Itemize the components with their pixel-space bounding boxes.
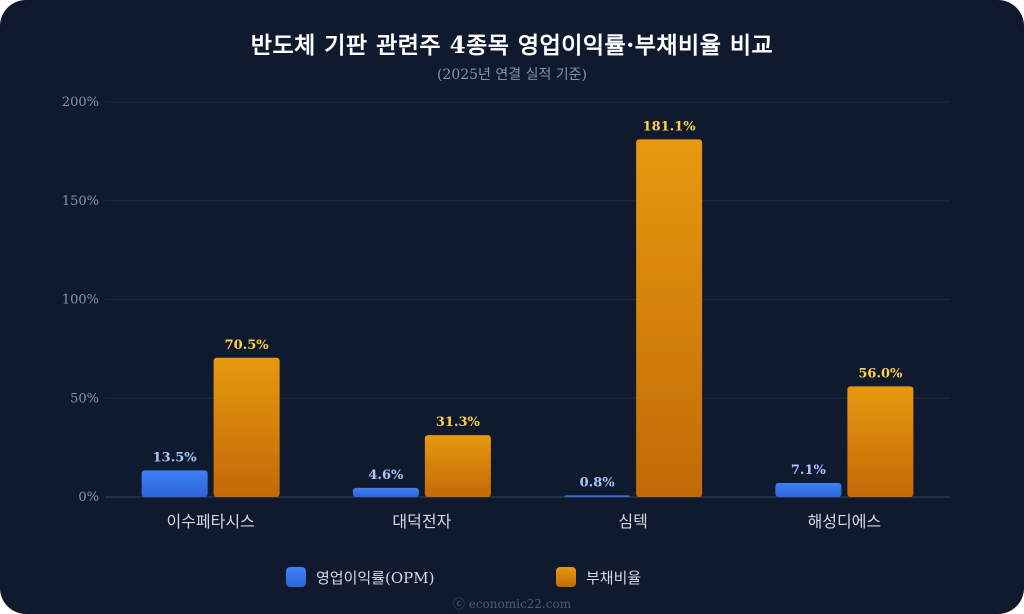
data-label-debt: 181.1% [643,119,697,134]
chart-subtitle: (2025년 연결 실적 기준) [436,67,588,83]
legend-item-opm[interactable]: 영업이익률(OPM) [286,566,434,588]
data-label-opm: 4.6% [368,468,404,483]
x-category-label: 해성디에스 [808,512,882,531]
bar-opm[interactable] [564,495,631,497]
y-tick-label: 0% [78,490,99,505]
bar-opm[interactable] [775,482,842,497]
data-label-opm: 0.8% [580,475,616,490]
chart-title: 반도체 기판 관련주 4종목 영업이익률·부채비율 비교 [250,32,774,59]
legend-swatch-debt [556,567,576,587]
x-category-label: 대덕전자 [392,512,451,531]
bar-debt[interactable] [213,357,280,497]
y-tick-label: 50% [70,391,99,406]
bar-debt[interactable] [847,386,914,497]
legend-label-debt: 부채비율 [586,568,642,587]
data-label-debt: 70.5% [225,338,270,353]
legend-swatch-opm [286,567,306,587]
bar-debt[interactable] [424,435,491,497]
x-category-label: 이수페타시스 [166,512,254,531]
data-label-debt: 56.0% [858,366,903,381]
y-tick-label: 200% [62,95,99,110]
legend-item-debt[interactable]: 부채비율 [556,566,641,588]
legend-label-opm: 영업이익률(OPM) [316,568,435,587]
data-label-opm: 7.1% [791,463,827,478]
data-label-debt: 31.3% [436,415,481,430]
y-tick-label: 100% [62,293,99,308]
data-label-opm: 13.5% [153,450,198,465]
bar-debt[interactable] [636,139,703,497]
y-tick-label: 150% [62,194,99,209]
bar-opm[interactable] [141,470,208,497]
bar-opm[interactable] [352,487,419,497]
x-category-label: 심텍 [618,512,647,531]
copyright-footer: ⓒ economic22.com [452,597,572,611]
